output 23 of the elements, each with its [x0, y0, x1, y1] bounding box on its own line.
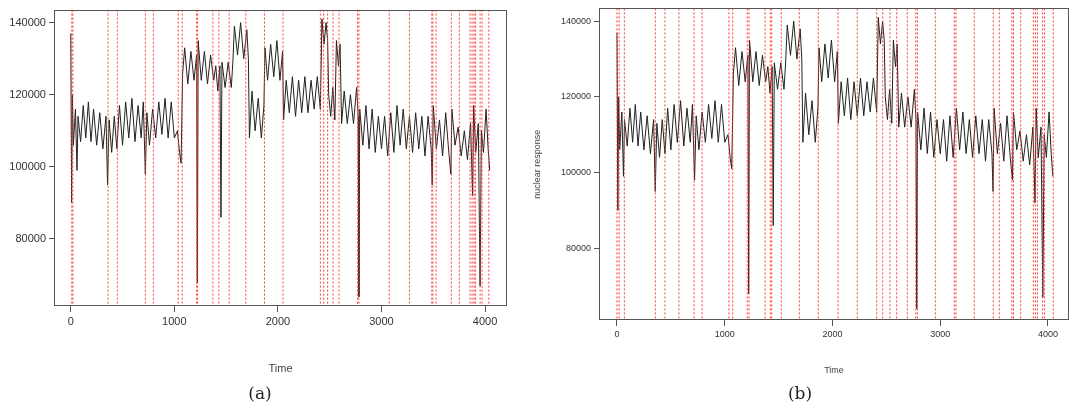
- y-tick-label: 120000: [9, 87, 46, 100]
- x-axis-title: Time: [268, 362, 293, 375]
- y-axis-title: nuclear response: [531, 129, 542, 199]
- text: (b): [787, 383, 813, 403]
- y-tick-label: 140000: [560, 15, 591, 26]
- text: (a): [248, 383, 272, 403]
- x-tick-label: 1000: [714, 328, 735, 339]
- x-tick-label: 2000: [265, 314, 291, 327]
- y-tick-label: 80000: [565, 242, 591, 253]
- y-tick-label: 140000: [9, 15, 46, 28]
- x-axis-title: Time: [824, 365, 844, 376]
- x-tick-label: 3000: [369, 314, 394, 327]
- x-tick-label: 1000: [162, 314, 187, 327]
- x-tick-label: 2000: [822, 328, 843, 339]
- y-tick-label: 100000: [560, 167, 591, 177]
- x-tick-label: 4000: [1037, 328, 1058, 339]
- x-tick-label: 3000: [930, 328, 951, 339]
- x-tick-label: 4000: [472, 314, 498, 327]
- x-tick-label: 0: [614, 328, 620, 339]
- y-tick-label: 100000: [9, 159, 46, 172]
- y-tick-label: 120000: [560, 91, 591, 102]
- x-tick-label: 0: [67, 314, 74, 327]
- y-tick-label: 80000: [15, 231, 46, 244]
